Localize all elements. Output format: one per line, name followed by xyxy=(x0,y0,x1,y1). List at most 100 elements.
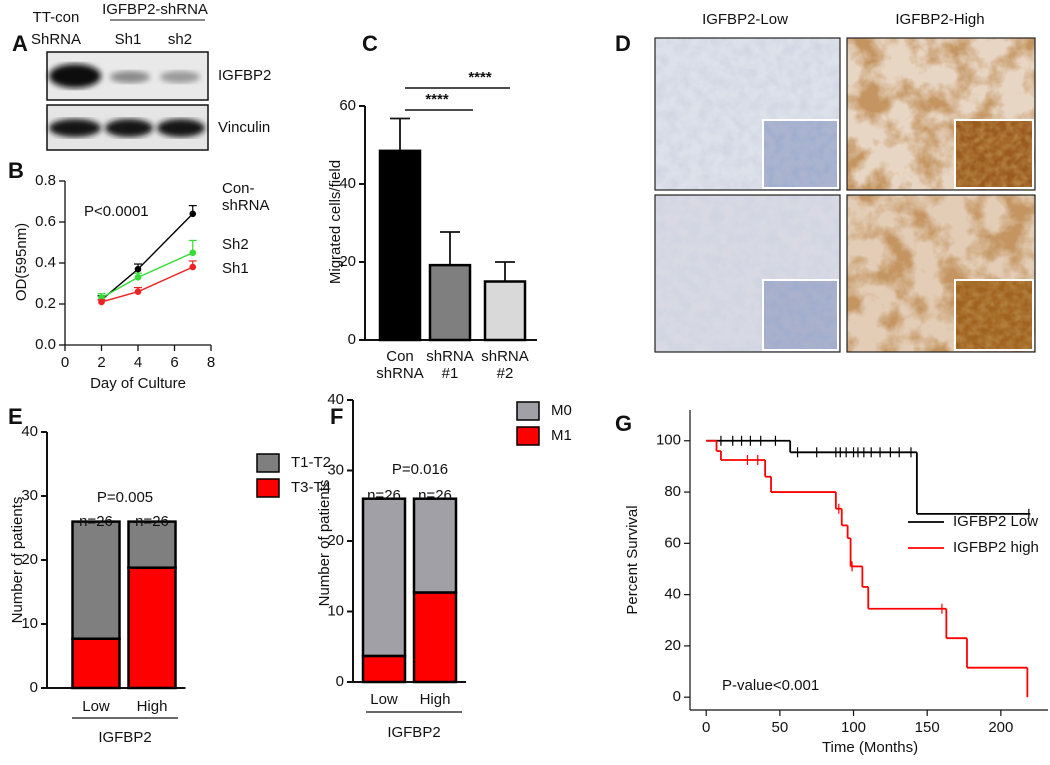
x-tick-label: 2 xyxy=(97,354,105,371)
y-tick-label: 20 xyxy=(21,551,38,568)
y-tick-label: 20 xyxy=(327,532,344,549)
blot-lane: sh2 xyxy=(168,31,192,48)
blot-lane: Sh1 xyxy=(115,31,142,48)
bar-segment xyxy=(127,566,177,690)
y-tick-label: 0 xyxy=(30,679,38,696)
bar xyxy=(483,280,527,342)
blot-band xyxy=(157,119,205,137)
series-label-box: Con-shRNA xyxy=(222,180,270,214)
bar-segment xyxy=(361,497,407,658)
y-tick-label: 40 xyxy=(21,423,38,440)
point xyxy=(134,274,142,281)
y-axis-label: OD(595nm) xyxy=(13,223,30,301)
x-tick-label: High xyxy=(420,691,451,708)
x-tick-label: shRNA #2 xyxy=(481,348,529,382)
legend-label: M0 xyxy=(551,402,572,419)
frame xyxy=(654,194,841,353)
x-tick-label: 50 xyxy=(772,719,789,736)
y-tick-label: 60 xyxy=(664,534,681,551)
x-tick-label-box: Con shRNA xyxy=(376,348,424,382)
point xyxy=(134,288,142,296)
y-tick-label: 40 xyxy=(664,586,681,603)
series-label: Sh2 xyxy=(222,236,249,253)
point xyxy=(134,265,142,273)
y-tick-label: 30 xyxy=(21,487,38,504)
y-axis-label: Migrated cells/field xyxy=(327,160,344,284)
x-tick-label: 6 xyxy=(170,354,178,371)
bar-segment xyxy=(412,497,458,594)
bar-label: n=26 xyxy=(367,487,401,504)
series-label: Sh1 xyxy=(222,260,249,277)
y-axis-label: Percent Survival xyxy=(624,505,641,614)
blot-band xyxy=(49,64,101,88)
x-tick-label: shRNA #1 xyxy=(426,348,474,382)
x-tick-label: 4 xyxy=(134,354,142,371)
blot-band xyxy=(110,71,150,83)
y-tick-label: 20 xyxy=(339,253,356,270)
legend-swatch xyxy=(256,453,280,473)
panel-letter: E xyxy=(8,404,23,429)
x-tick-label: 200 xyxy=(988,719,1013,736)
y-tick-label: 60 xyxy=(339,97,356,114)
y-axis-label: Number of patients xyxy=(316,480,333,607)
bar-label: n=26 xyxy=(135,513,169,530)
blot: TT-con ShRNA IGFBP2-shRNA Sh1 sh2 IGFBP2… xyxy=(31,1,271,151)
blot-band xyxy=(49,119,101,137)
legend-label: T1-T2 xyxy=(291,454,331,471)
y-axis-label: Number of patients xyxy=(9,497,26,624)
y-tick-label: 40 xyxy=(327,391,344,408)
blot-row-label: Vinculin xyxy=(218,119,270,136)
x-tick-label-box: shRNA #1 xyxy=(426,348,474,382)
annotation: P=0.016 xyxy=(392,461,448,478)
bar-segment xyxy=(71,637,121,690)
y-tick-label: 10 xyxy=(327,602,344,619)
legend-label: M1 xyxy=(551,427,572,444)
y-tick-label: 0 xyxy=(348,331,356,348)
y-tick-label: 0 xyxy=(673,688,681,705)
point xyxy=(98,298,105,306)
inset-texture xyxy=(764,121,837,187)
y-tick-label: 20 xyxy=(664,637,681,654)
annotation: P-value<0.001 xyxy=(722,677,819,694)
x-tick-label: Low xyxy=(370,691,398,708)
y-tick-label: 0.8 xyxy=(35,172,56,189)
blot-row-label: IGFBP2 xyxy=(218,67,271,84)
bar-label: n=26 xyxy=(418,487,452,504)
bar-segment xyxy=(71,520,121,640)
panel-letter: B xyxy=(8,158,24,183)
x-tick-label: 8 xyxy=(207,354,215,371)
point xyxy=(189,249,197,257)
bar xyxy=(378,149,422,342)
inset-texture xyxy=(764,281,837,349)
series-label: Con-shRNA xyxy=(222,180,270,214)
annotation: P<0.0001 xyxy=(84,203,149,220)
bar xyxy=(428,263,472,342)
series-label-box: Sh2 xyxy=(222,236,249,253)
histology-frames xyxy=(654,37,1036,353)
blot-control: ShRNA xyxy=(31,31,81,48)
annotation: P=0.005 xyxy=(97,489,153,506)
legend-swatch xyxy=(516,426,540,446)
y-tick-label: 100 xyxy=(656,432,681,449)
series-line xyxy=(101,266,194,303)
x-tick-label: 0 xyxy=(61,354,69,371)
panel-letter: A xyxy=(12,31,28,56)
panel-letter: C xyxy=(362,31,378,56)
blot-band xyxy=(105,119,153,137)
legend-label: IGFBP2 Low xyxy=(953,513,1038,530)
x-axis-label: Day of Culture xyxy=(90,375,186,392)
legend-swatch xyxy=(516,401,540,421)
panel-letter: F xyxy=(330,404,343,429)
point xyxy=(189,263,197,271)
blot-control: TT-con xyxy=(33,9,80,26)
frame xyxy=(846,194,1036,353)
y-tick-label: 0.2 xyxy=(35,295,56,312)
y-tick-label: 0 xyxy=(336,673,344,690)
blot-group: IGFBP2-shRNA xyxy=(102,1,208,18)
y-tick-label: 80 xyxy=(664,483,681,500)
histology: IGFBP2-Low IGFBP2-High xyxy=(654,11,1036,353)
bar-segment xyxy=(412,591,458,684)
x-tick-label-box: shRNA #2 xyxy=(481,348,529,382)
bar-segment xyxy=(127,520,177,569)
histology-title: IGFBP2-High xyxy=(895,11,984,28)
